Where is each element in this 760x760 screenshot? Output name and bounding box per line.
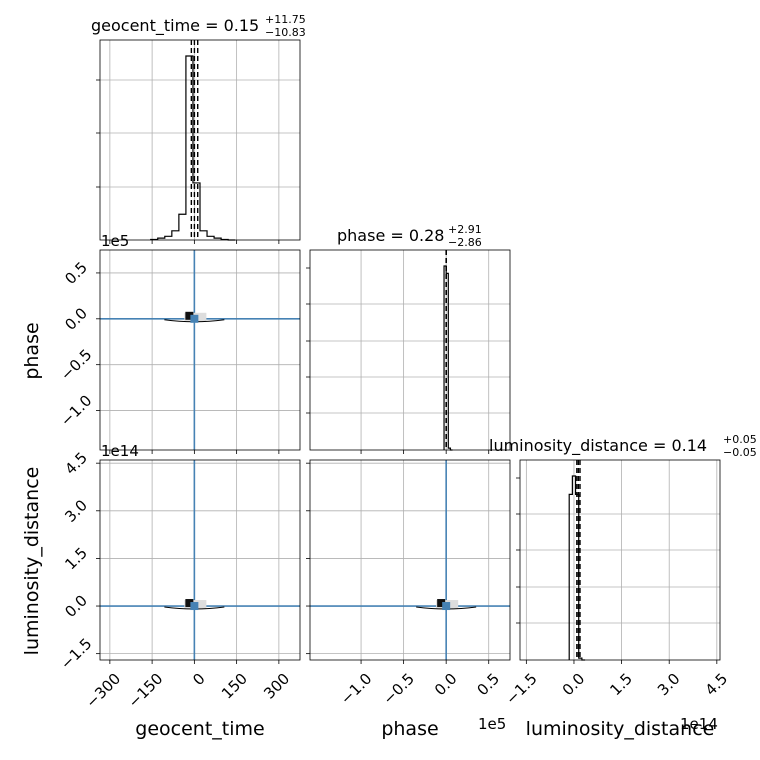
panel-hist-luminosity-distance — [519, 459, 721, 661]
offset-label-ld-y: 1e14 — [101, 442, 139, 460]
h2-hist-steps — [568, 475, 586, 661]
title-luminosity-distance-sub: −0.05 — [723, 446, 757, 459]
title-geocent-time-sup: +11.75 — [265, 13, 306, 26]
offset-label-phase-x: 1e5 — [478, 715, 506, 733]
panel-geocent-time-vs-phase — [99, 249, 301, 451]
h2-xtick-label-1: 0.0 — [559, 670, 589, 700]
c20-truth-marker — [190, 602, 199, 611]
title-phase-sup: +2.91 — [448, 223, 482, 236]
c10-ytick-label-3: −1.0 — [57, 391, 95, 429]
title-phase: phase = 0.28 — [337, 226, 444, 245]
c20-xtick-label-2: 0 — [189, 670, 208, 689]
h0-hist-steps — [150, 55, 236, 241]
title-luminosity-distance-sup: +0.05 — [723, 433, 757, 446]
c20-ytick-label-2: 1.5 — [61, 544, 91, 574]
c10-ytick-label-1: 0.0 — [61, 304, 91, 334]
ylabel-phase: phase — [21, 322, 43, 379]
h2-xtick-label-2: 1.5 — [606, 670, 636, 700]
c20-xtick-label-1: −150 — [125, 670, 167, 712]
c20-density-core — [185, 599, 194, 608]
ylabel-luminosity-distance: luminosity_distance — [21, 467, 43, 656]
panel-hist-geocent-time — [99, 39, 301, 241]
c10-truth-marker — [190, 314, 199, 323]
xlabel-geocent-time: geocent_time — [135, 718, 264, 740]
c20-xtick-label-0: −300 — [82, 670, 124, 712]
c21-xtick-label-1: −0.5 — [379, 670, 417, 708]
c10-ytick-label-2: −0.5 — [57, 346, 95, 384]
c10-density-core — [185, 311, 194, 320]
c21-xtick-label-2: 0.0 — [431, 670, 461, 700]
h2-xtick-label-0: −1.5 — [502, 670, 540, 708]
title-geocent-time: geocent_time = 0.15 — [91, 16, 259, 36]
c20-xtick-label-3: 150 — [218, 670, 251, 703]
c21-density-core — [437, 599, 446, 608]
xlabel-luminosity-distance: luminosity_distance — [526, 718, 715, 740]
c20-ytick-label-4: −1.5 — [57, 635, 95, 673]
xlabel-phase: phase — [381, 718, 438, 740]
c21-truth-marker — [442, 602, 451, 611]
panel-phase-vs-ld — [309, 459, 511, 661]
c20-ytick-label-3: 0.0 — [61, 591, 91, 621]
title-phase-sub: −2.86 — [448, 236, 482, 249]
offset-label-phase-y: 1e5 — [101, 232, 129, 250]
panel-geocent-time-vs-ld — [99, 459, 301, 661]
panel-hist-phase — [309, 249, 511, 451]
title-geocent-time-sub: −10.83 — [265, 26, 306, 39]
c20-ytick-label-1: 3.0 — [61, 496, 91, 526]
title-luminosity-distance: luminosity_distance = 0.14 — [489, 436, 707, 456]
c21-xtick-label-0: −1.0 — [337, 670, 375, 708]
c10-ytick-label-0: 0.5 — [61, 258, 91, 288]
c20-xtick-label-4: 300 — [260, 670, 293, 703]
c20-ytick-label-0: 4.5 — [61, 449, 91, 479]
c21-xtick-label-3: 0.5 — [473, 670, 503, 700]
h2-xtick-label-4: 4.5 — [702, 670, 732, 700]
h2-xtick-label-3: 3.0 — [654, 670, 684, 700]
offset-label-ld-x: 1e14 — [680, 715, 718, 733]
h1-hist-steps — [443, 265, 453, 451]
